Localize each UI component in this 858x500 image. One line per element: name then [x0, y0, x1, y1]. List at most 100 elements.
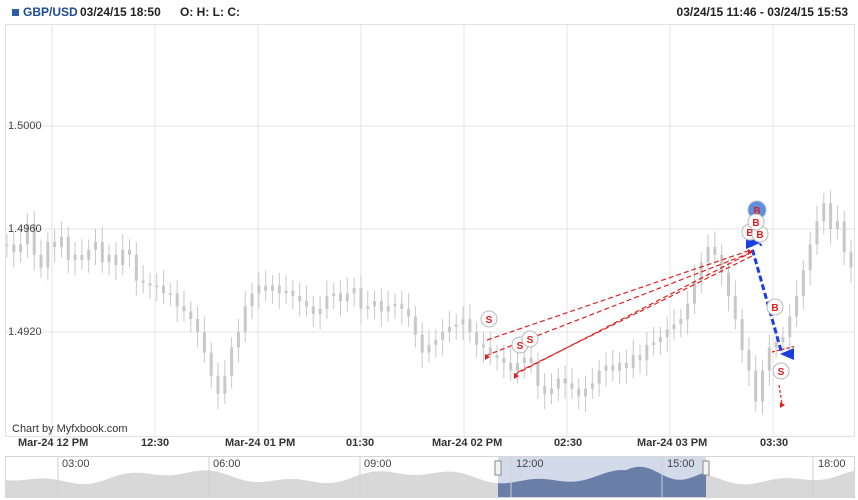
- candle-body: [822, 203, 826, 222]
- candle-body: [352, 288, 356, 294]
- candle-body: [495, 355, 499, 358]
- buy-marker-label: B: [746, 228, 753, 239]
- buy-trade-marker[interactable]: B: [747, 213, 765, 231]
- candle-body: [740, 319, 744, 351]
- sell-marker-label: S: [527, 335, 534, 346]
- candle-body: [795, 295, 799, 317]
- sell-arrow: [748, 249, 753, 255]
- candle-body: [788, 316, 792, 338]
- candle-body: [32, 223, 36, 255]
- candle-body: [720, 254, 724, 273]
- candle-body: [686, 303, 690, 320]
- candle-body: [536, 362, 540, 387]
- candle-body: [522, 357, 526, 363]
- candle-body: [291, 290, 295, 296]
- navigator-label: 06:00: [213, 458, 241, 470]
- candle-body: [407, 308, 411, 317]
- candle-body: [618, 362, 622, 371]
- candle-body: [162, 285, 166, 294]
- candle-body: [250, 293, 254, 307]
- candle-body: [481, 344, 485, 348]
- candle-body: [230, 347, 234, 376]
- candle-body: [100, 241, 104, 263]
- trade-line-sell: [484, 252, 751, 357]
- candle-body: [515, 362, 519, 371]
- candle-body: [298, 295, 302, 302]
- chart-credit[interactable]: Chart by Myfxbook.com: [12, 423, 128, 435]
- candle-body: [196, 319, 200, 332]
- sell-trade-marker[interactable]: S: [521, 330, 539, 348]
- candle-body: [563, 378, 567, 384]
- price-chart-area[interactable]: [5, 24, 855, 437]
- candle-body: [808, 244, 812, 271]
- candle-body: [73, 254, 77, 260]
- sell-trade-marker[interactable]: S: [772, 362, 790, 380]
- candle-body: [5, 244, 9, 246]
- candle-body: [835, 221, 839, 229]
- sell-trade-marker[interactable]: S: [480, 310, 498, 328]
- navigator-handle[interactable]: [702, 460, 710, 476]
- candle-body: [447, 326, 451, 332]
- candle-body: [87, 249, 91, 260]
- candle-body: [202, 332, 206, 353]
- candle-body: [400, 303, 404, 309]
- candle-body: [692, 280, 696, 304]
- x-tick-label: Mar-24 12 PM: [18, 437, 89, 449]
- current-time: 03/24/15 18:50: [80, 5, 161, 19]
- sell-marker-label: S: [778, 367, 785, 378]
- candle-body: [420, 334, 424, 353]
- candle-body: [379, 301, 383, 312]
- navigator-label: 12:00: [516, 458, 544, 470]
- sell-marker-circle: [521, 330, 539, 348]
- candle-body: [706, 247, 710, 263]
- candle-body: [577, 388, 581, 397]
- candle-body: [590, 383, 594, 389]
- navigator-svg[interactable]: [6, 457, 855, 498]
- symbol-pair[interactable]: GBP/USD: [23, 5, 78, 19]
- sell-arrow: [485, 354, 490, 360]
- navigator-label: 09:00: [364, 458, 392, 470]
- candle-body: [93, 241, 97, 250]
- candle-body: [168, 293, 172, 295]
- candle-body: [318, 308, 322, 314]
- candle-body: [236, 332, 240, 348]
- buy-marker-label: B: [756, 230, 763, 241]
- candle-body: [815, 221, 819, 245]
- sell-marker-circle: [480, 310, 498, 328]
- candle-body: [488, 347, 492, 356]
- sell-arrow: [780, 402, 785, 408]
- candle-body: [611, 365, 615, 371]
- candle-body: [311, 306, 315, 314]
- navigator-handle[interactable]: [494, 460, 502, 476]
- candle-body: [502, 357, 506, 363]
- buy-marker-label: B: [771, 303, 778, 314]
- candle-body: [801, 270, 805, 296]
- navigator-label: 03:00: [62, 458, 90, 470]
- candle-body: [658, 337, 662, 343]
- candle-body: [243, 306, 247, 332]
- candle-body: [19, 244, 23, 253]
- buy-exit-arrow: [780, 348, 794, 360]
- candle-body: [345, 293, 349, 302]
- candle-body: [829, 203, 833, 229]
- candle-body: [141, 280, 145, 284]
- candle-body: [134, 254, 138, 281]
- symbol-marker: [12, 9, 19, 16]
- candle-body: [59, 236, 63, 248]
- navigator-label: 15:00: [667, 458, 695, 470]
- candle-body: [223, 375, 227, 394]
- candle-body: [373, 301, 377, 307]
- candle-body: [842, 221, 846, 253]
- candle-body: [624, 362, 628, 369]
- candle-body: [128, 249, 132, 255]
- sell-arrow: [514, 373, 519, 379]
- y-tick-label: 1.4960: [8, 223, 42, 235]
- candle-body: [713, 247, 717, 255]
- candle-body: [284, 290, 288, 294]
- buy-trade-marker[interactable]: B: [766, 298, 784, 316]
- y-tick-label: 1.4920: [8, 326, 42, 338]
- navigator-panel[interactable]: 03:00 06:00 09:00 12:00 15:00 18:00: [5, 456, 855, 498]
- candle-body: [148, 283, 152, 286]
- candle-body: [209, 352, 213, 376]
